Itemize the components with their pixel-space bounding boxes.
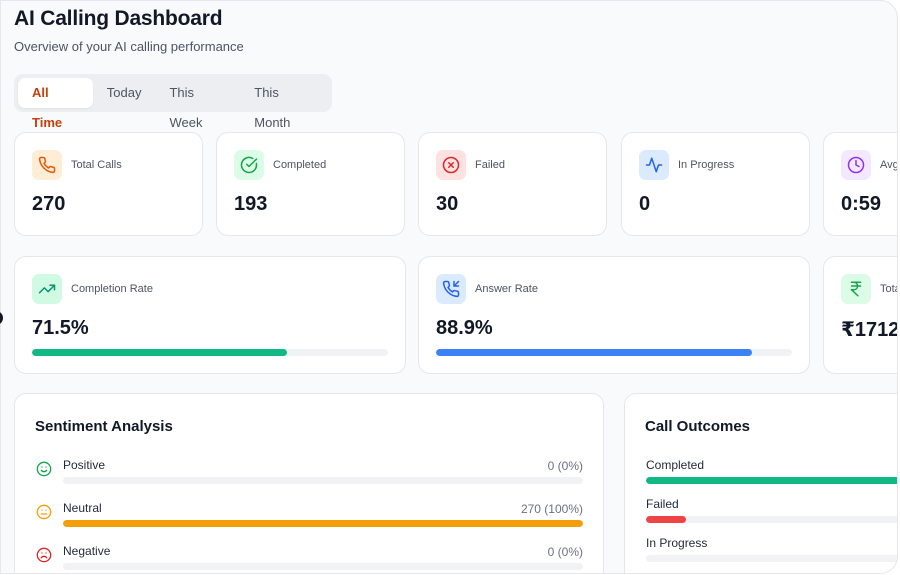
phone-incoming-icon xyxy=(436,274,466,304)
panel-title: Sentiment Analysis xyxy=(35,418,173,435)
phone-icon xyxy=(32,150,62,180)
completion-rate-fill xyxy=(32,349,287,356)
stat-label: In Progress xyxy=(678,159,735,171)
sentiment-track xyxy=(63,477,583,484)
outcome-label: Failed xyxy=(646,497,679,511)
tab-all-time[interactable]: All Time xyxy=(18,78,93,130)
outcome-fill xyxy=(646,477,897,484)
total-cost-card: Tota ₹1712 xyxy=(823,256,898,374)
answer-rate-card: Answer Rate 88.9% xyxy=(418,256,810,374)
rupee-icon xyxy=(841,274,871,304)
activity-icon xyxy=(639,150,669,180)
rate-value: ₹1712 xyxy=(841,319,898,341)
stat-card-completed: Completed 193 xyxy=(216,132,405,236)
rate-label: Tota xyxy=(880,283,897,295)
frown-icon xyxy=(36,547,52,563)
sentiment-value: 0 (0%) xyxy=(547,459,583,473)
outcome-track xyxy=(646,516,897,523)
tab-today[interactable]: Today xyxy=(106,85,142,100)
completion-rate-card: Completion Rate 71.5% xyxy=(14,256,406,374)
answer-rate-track xyxy=(436,349,792,356)
outcome-track xyxy=(646,477,897,484)
rate-value: 71.5% xyxy=(32,317,89,339)
stat-card-avg: Avg 0:59 xyxy=(823,132,898,236)
tab-this-month[interactable]: This Month xyxy=(254,85,291,130)
side-handle[interactable] xyxy=(0,311,3,325)
check-circle-icon xyxy=(234,150,264,180)
stat-card-in-progress: In Progress 0 xyxy=(621,132,810,236)
sentiment-value: 270 (100%) xyxy=(520,502,583,516)
outcome-label: Completed xyxy=(646,458,705,472)
smile-icon xyxy=(36,461,52,477)
stat-value: 0:59 xyxy=(841,193,882,215)
stat-card-total-calls: Total Calls 270 xyxy=(14,132,203,236)
stat-label: Total Calls xyxy=(71,159,122,171)
outcome-track xyxy=(646,555,897,562)
stat-label: Completed xyxy=(273,159,327,171)
outcome-fill xyxy=(646,516,686,523)
clock-icon xyxy=(841,150,871,180)
outcome-label: In Progress xyxy=(646,536,708,550)
stat-label: Failed xyxy=(475,159,505,171)
trending-up-icon xyxy=(32,274,62,304)
sentiment-value: 0 (0%) xyxy=(547,545,583,559)
completion-rate-track xyxy=(32,349,388,356)
stat-value: 270 xyxy=(32,193,66,215)
tab-this-week[interactable]: This Week xyxy=(169,85,203,130)
stat-value: 30 xyxy=(436,193,459,215)
page-subtitle: Overview of your AI calling performance xyxy=(14,39,244,54)
sentiment-label: Positive xyxy=(63,458,106,472)
panel-title: Call Outcomes xyxy=(645,418,751,435)
stat-label: Avg xyxy=(880,159,898,171)
page-title: AI Calling Dashboard xyxy=(14,7,223,30)
call-outcomes-panel: Call Outcomes Completed Failed In Progre… xyxy=(624,393,897,573)
stat-value: 0 xyxy=(639,193,651,215)
sentiment-analysis-panel: Sentiment Analysis Positive 0 (0%) Neutr… xyxy=(14,393,604,573)
stat-value: 193 xyxy=(234,193,268,215)
sentiment-track xyxy=(63,520,583,527)
sentiment-track xyxy=(63,563,583,570)
x-circle-icon xyxy=(436,150,466,180)
rate-value: 88.9% xyxy=(436,317,493,339)
meh-icon xyxy=(36,504,52,520)
sentiment-label: Negative xyxy=(63,544,111,558)
time-range-tabs: All Time Today This Week This Month xyxy=(14,74,332,130)
sentiment-label: Neutral xyxy=(63,501,102,515)
rate-label: Answer Rate xyxy=(475,283,538,295)
rate-label: Completion Rate xyxy=(71,283,153,295)
stat-card-failed: Failed 30 xyxy=(418,132,607,236)
sentiment-fill xyxy=(63,520,583,527)
answer-rate-fill xyxy=(436,349,753,356)
